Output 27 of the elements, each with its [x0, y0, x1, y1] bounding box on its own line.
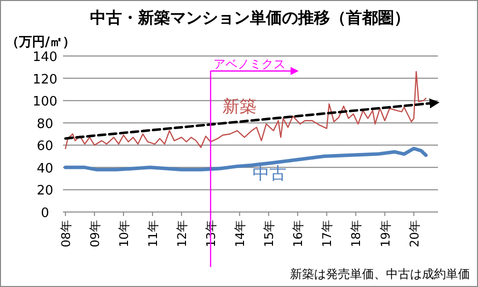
chart-title: 中古・新築マンション単価の推移（首都圏）	[90, 8, 410, 27]
series-label: 新築	[222, 97, 256, 118]
y-tick-label: 120	[32, 72, 58, 88]
x-tick-label: 16年	[291, 220, 306, 248]
x-tick-label: 19年	[378, 220, 392, 248]
y-tick-label: 100	[32, 94, 58, 110]
x-tick-label: 10年	[116, 220, 131, 248]
x-tick-label: 15年	[262, 220, 276, 248]
x-tick-label: 18年	[349, 220, 364, 248]
x-tick-label: 14年	[233, 220, 248, 248]
y-tick-label: 0	[40, 206, 50, 221]
ref-line-label: アベノミクス	[214, 57, 286, 71]
y-tick-label: 140	[32, 50, 58, 65]
line-series	[64, 71, 426, 150]
x-tick-label: 11年	[146, 220, 160, 248]
x-tick-label: 08年	[58, 220, 73, 248]
y-tick-label: 20	[36, 184, 54, 199]
y-tick-label: 80	[36, 116, 54, 132]
y-axis-title: （万円/㎡）	[6, 35, 76, 50]
text: 新築は発売単価、中古は成約単価	[290, 267, 470, 281]
x-tick-label: 17年	[320, 220, 334, 248]
x-tick-label: 20年	[407, 220, 422, 248]
x-tick-label: 09年	[88, 220, 102, 248]
y-tick-label: 60	[36, 139, 54, 154]
x-tick-label: 12年	[175, 220, 190, 248]
series-label: 中古	[252, 164, 286, 184]
y-tick-label: 40	[36, 161, 54, 176]
